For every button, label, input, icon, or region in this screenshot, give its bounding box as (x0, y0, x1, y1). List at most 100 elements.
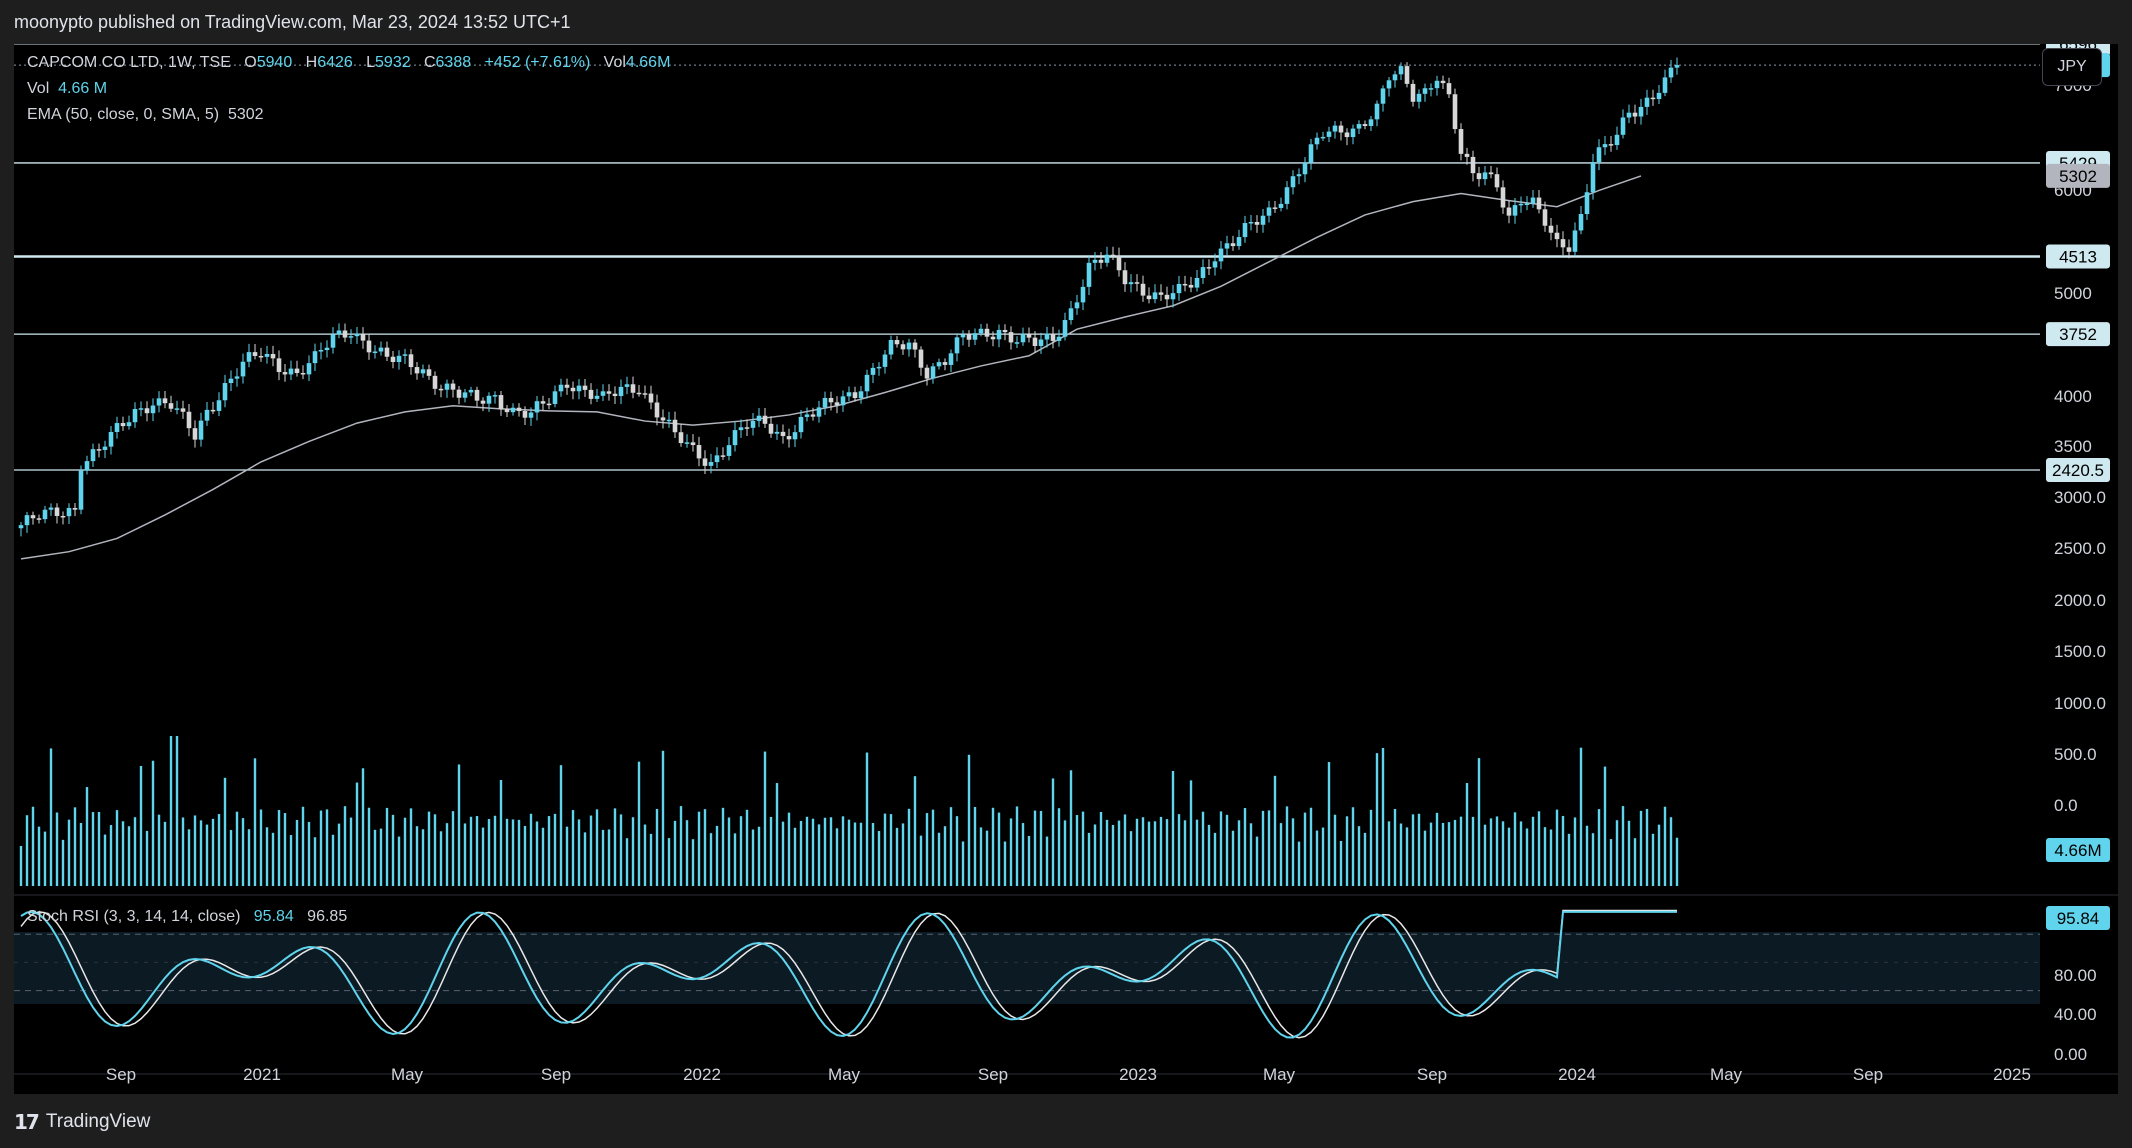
price-axis-tick-label: 2500.0 (2054, 539, 2106, 558)
candle-body (450, 383, 456, 390)
volume-bar (505, 818, 509, 886)
high-value: 6426 (317, 54, 353, 71)
candle-body (378, 347, 384, 352)
candle-body (648, 393, 654, 403)
candle-body (318, 350, 324, 352)
volume-legend[interactable]: Vol 4.66 M (27, 80, 107, 98)
volume-bar (715, 825, 719, 886)
price-axis-tick-label: 1000.0 (2054, 694, 2106, 713)
candle-body (1200, 267, 1206, 278)
tradingview-brand[interactable]: 17 TradingView (14, 1110, 150, 1134)
price-axis-tick-label: 3500 (2054, 437, 2092, 456)
volume-bar (61, 839, 65, 886)
volume-bar (1033, 810, 1037, 886)
volume-bar (1357, 826, 1361, 886)
candle-body (492, 395, 498, 397)
volume-bar (727, 817, 731, 886)
volume-bar (685, 820, 689, 886)
candle-body (1662, 77, 1668, 93)
ema-legend[interactable]: EMA (50, close, 0, SMA, 5) 5302 (27, 106, 264, 124)
high-label: H (305, 54, 318, 71)
volume-bar (433, 814, 437, 886)
candle-body (408, 354, 414, 368)
volume-bar (577, 819, 581, 886)
volume-bar (1645, 808, 1649, 886)
candle-body (750, 420, 756, 428)
published-info: moonypto published on TradingView.com, M… (14, 12, 571, 32)
volume-value-label-box (2046, 838, 2110, 862)
volume-bar (1051, 778, 1055, 886)
volume-bar (955, 816, 959, 886)
candle-body (702, 458, 708, 466)
candle-body (192, 428, 198, 440)
volume-bar (67, 819, 71, 886)
volume-bar (1321, 827, 1325, 886)
candle-body (924, 367, 930, 379)
candle-body (564, 384, 570, 388)
candle-body (276, 358, 282, 373)
volume-bar (1411, 814, 1415, 886)
volume-bar (397, 836, 401, 886)
candle-body (360, 333, 366, 341)
volume-bar (1285, 806, 1289, 886)
candle-body (594, 395, 600, 399)
volume-bar (439, 831, 443, 886)
volume-bar (127, 826, 131, 886)
stoch-rsi-d-line (20, 909, 1677, 1039)
candle-body (1014, 342, 1020, 344)
volume-bar (1513, 812, 1517, 886)
candle-body (1038, 339, 1044, 346)
volume-bar (1543, 827, 1547, 886)
candle-body (1518, 203, 1524, 206)
candle-body (1656, 92, 1662, 99)
candle-body (666, 419, 672, 422)
candle-body (1074, 302, 1080, 309)
candle-body (630, 384, 636, 393)
volume-bar (187, 829, 191, 886)
volume-bar (271, 832, 275, 886)
candle-body (1344, 132, 1350, 138)
candle-body (294, 368, 300, 373)
volume-bar (1207, 824, 1211, 886)
time-axis-label: 2022 (683, 1065, 721, 1084)
volume-bar (1597, 809, 1601, 886)
price-axis-tick-label: 1500.0 (2054, 642, 2106, 661)
candle-body (1230, 243, 1236, 247)
volume-bar (1495, 816, 1499, 886)
candle-body (1380, 88, 1386, 104)
candle-body (1266, 207, 1272, 216)
chart-canvas[interactable]: 700060005000400035003000.02500.02000.015… (14, 44, 2118, 1094)
volume-bar (1273, 775, 1277, 886)
stoch-rsi-legend[interactable]: Stoch RSI (3, 3, 14, 14, close) 95.84 96… (27, 908, 347, 926)
candle-body (1476, 173, 1482, 180)
candle-body (114, 423, 120, 432)
volume-bar (1075, 815, 1079, 886)
candle-body (1068, 308, 1074, 321)
bottom-bar: 17 TradingView (0, 1096, 2132, 1148)
candle-body (390, 356, 396, 363)
volume-bar (1489, 818, 1493, 886)
candle-body (444, 383, 450, 390)
currency-button[interactable]: JPY (2042, 48, 2102, 86)
volume-bar (199, 820, 203, 886)
symbol-legend[interactable]: CAPCOM CO LTD, 1W, TSE O5940 H6426 L5932… (27, 54, 670, 72)
volume-bar (19, 846, 23, 886)
volume-bar (421, 829, 425, 886)
volume-bar (931, 809, 935, 886)
candle-body (306, 363, 312, 375)
candle-body (990, 336, 996, 340)
candle-body (1500, 187, 1506, 208)
volume-bar (1387, 821, 1391, 886)
chart-frame[interactable]: 700060005000400035003000.02500.02000.015… (14, 44, 2118, 1094)
volume-bar (307, 821, 311, 886)
candle-body (582, 385, 588, 390)
candle-body (156, 398, 162, 406)
candle-body (534, 401, 540, 413)
candle-body (1482, 172, 1488, 180)
volume-bar (445, 823, 449, 886)
volume-bar (331, 834, 335, 886)
volume-bar (1135, 818, 1139, 886)
candle-body (282, 372, 288, 375)
volume-bar (1417, 813, 1421, 886)
candle-body (300, 372, 306, 375)
